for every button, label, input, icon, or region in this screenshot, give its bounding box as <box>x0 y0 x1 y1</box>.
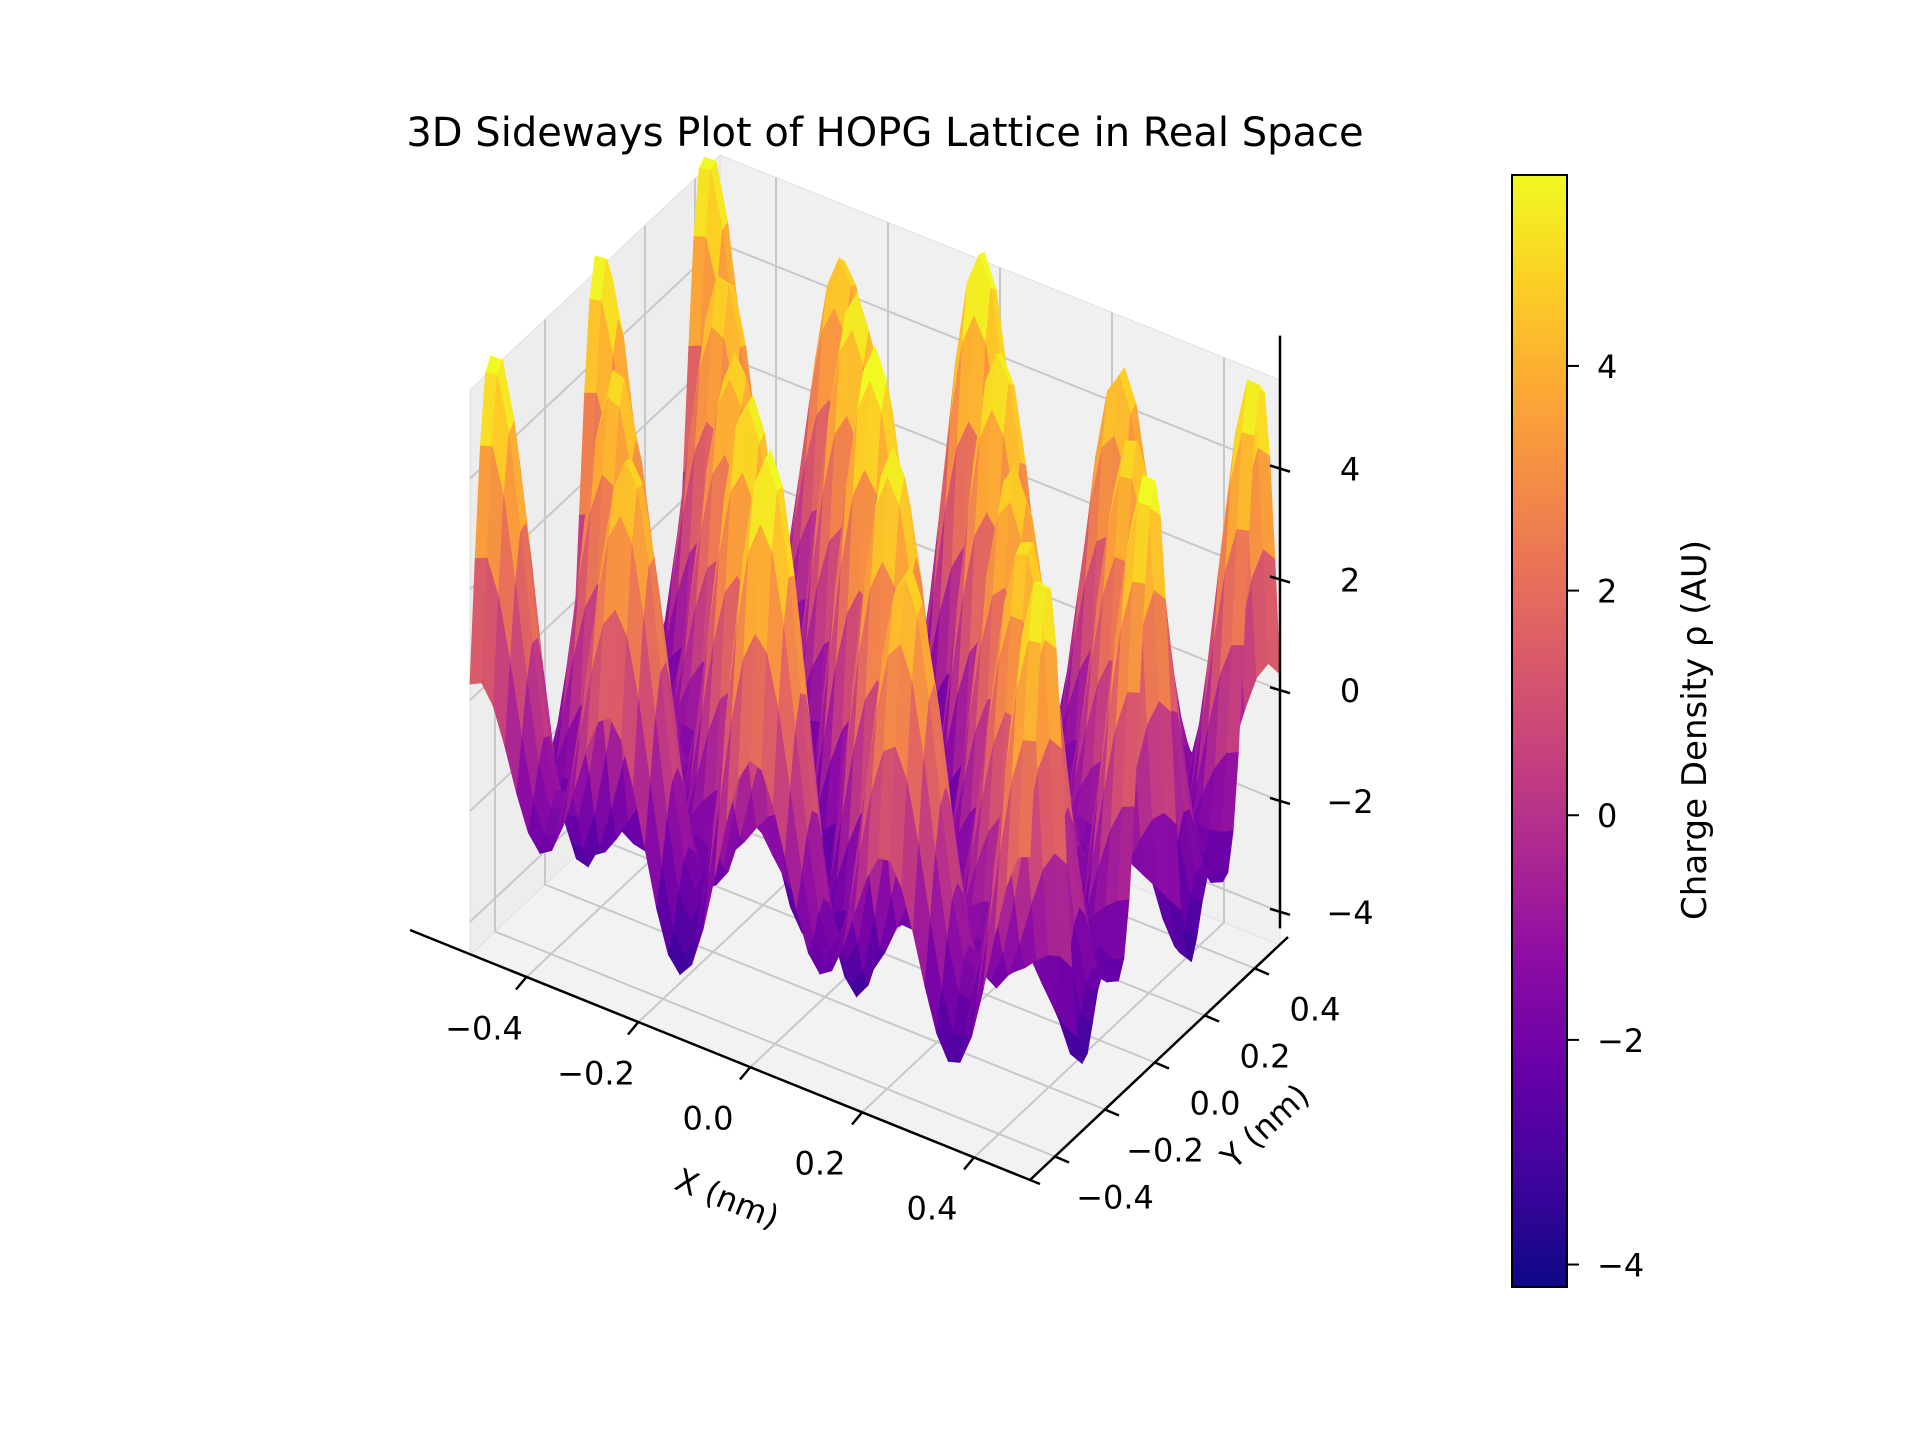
colorbar-tick-label: 4 <box>1597 348 1617 386</box>
y-tick <box>1104 1108 1120 1117</box>
x-tick <box>627 1021 639 1036</box>
colorbar-label: Charge Density ρ (AU) <box>1675 540 1715 920</box>
y-tick-label: 0.2 <box>1240 1038 1291 1076</box>
surface-patch <box>1017 740 1036 858</box>
colorbar-tick-label: 0 <box>1597 797 1617 835</box>
y-tick-label: 0.0 <box>1190 1085 1241 1123</box>
x-tick-label: 0.2 <box>795 1145 846 1183</box>
chart-title: 3D Sideways Plot of HOPG Lattice in Real… <box>406 110 1363 156</box>
y-tick-label: −0.2 <box>1126 1132 1204 1170</box>
z-tick <box>1269 907 1291 916</box>
y-tick <box>1254 967 1270 976</box>
colorbar-tick-label: 2 <box>1597 573 1617 611</box>
colorbar-tick-label: −2 <box>1597 1022 1644 1060</box>
surface-plot <box>469 156 1281 1065</box>
x-axis-line <box>409 928 1041 1186</box>
axes-3d: −0.4 −0.2 0.0 0.2 0.4 −0.4 −0.2 0.0 0.2 0.4 −4 −2 0 2… <box>409 335 1374 1228</box>
z-tick-label: −4 <box>1326 894 1373 932</box>
x-tick <box>851 1111 863 1126</box>
z-tick <box>1269 685 1291 695</box>
grid-line-y <box>544 319 1106 1111</box>
z-tick-label: 0 <box>1340 672 1360 710</box>
x-tick <box>963 1156 975 1171</box>
z-tick <box>1269 575 1291 584</box>
z-tick-label: 2 <box>1340 561 1360 599</box>
y-tick-label: −0.4 <box>1076 1179 1154 1217</box>
x-axis-label: X (nm) <box>670 1161 785 1237</box>
x-tick-label: 0.0 <box>683 1100 734 1138</box>
colorbar-gradient <box>1511 174 1568 1288</box>
x-tick <box>739 1066 751 1081</box>
y-tick <box>1154 1061 1170 1070</box>
x-tick <box>515 976 527 991</box>
x-tick-label: −0.4 <box>445 1010 523 1048</box>
colorbar-ticks: −4 −2 0 2 4 <box>1567 348 1644 1285</box>
y-axis-line <box>1029 936 1289 1181</box>
z-tick-label: −2 <box>1326 783 1373 821</box>
colorbar-tick-label: −4 <box>1597 1247 1644 1285</box>
y-tick-label: 0.4 <box>1290 991 1341 1029</box>
z-tick <box>1269 796 1291 806</box>
y-tick <box>1054 1155 1070 1164</box>
x-tick-label: −0.2 <box>557 1055 635 1093</box>
y-tick <box>1204 1014 1220 1023</box>
x-tick-label: 0.4 <box>907 1190 958 1228</box>
z-tick <box>1269 464 1291 473</box>
z-tick-label: 4 <box>1340 451 1360 489</box>
colorbar: −4 −2 0 2 4 Charge Density ρ (AU) <box>1511 174 1715 1288</box>
